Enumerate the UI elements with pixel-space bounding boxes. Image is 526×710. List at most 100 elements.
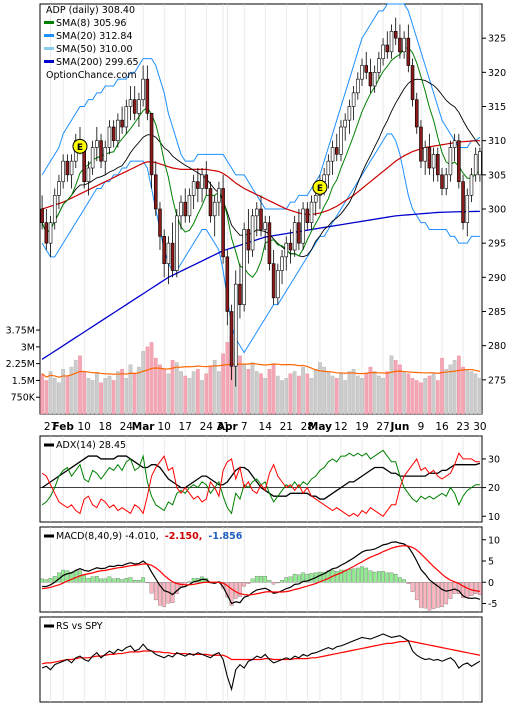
volume-bar xyxy=(347,371,352,415)
candle-body xyxy=(309,201,314,223)
macd-histogram-bar xyxy=(389,572,394,583)
candle-body xyxy=(427,147,432,169)
volume-tick-label: 3.75M xyxy=(6,326,35,337)
volume-bar xyxy=(183,375,188,415)
macd-histogram-bar xyxy=(141,577,145,583)
candle-body xyxy=(431,154,436,169)
candle-body xyxy=(128,99,133,107)
plus_di-line xyxy=(41,449,480,515)
x-axis-label: 9 xyxy=(418,421,425,433)
candle-body xyxy=(95,140,99,148)
volume-bar xyxy=(284,378,289,415)
candle-body xyxy=(402,37,406,53)
candle-body xyxy=(305,208,310,223)
macd-histogram-bar xyxy=(128,577,133,583)
volume-bar xyxy=(288,373,293,415)
volume-bar xyxy=(61,369,65,415)
adx-tick-label: 20 xyxy=(488,483,500,494)
x-axis-label: 19 xyxy=(355,421,368,433)
volume-bar xyxy=(44,380,49,415)
macd-legend-part: MACD(8,40,9) -4.010, xyxy=(56,531,159,542)
volume-bar xyxy=(259,373,263,415)
candle-body xyxy=(196,181,200,189)
volume-bar xyxy=(427,375,432,415)
macd-histogram-bar xyxy=(94,575,99,583)
volume-bar xyxy=(69,366,74,415)
volume-bar xyxy=(448,364,453,415)
candle-body xyxy=(52,195,57,223)
macd-histogram-bar xyxy=(377,571,381,583)
earnings-marker xyxy=(72,138,88,154)
volume-bar xyxy=(377,375,381,415)
candle-body xyxy=(103,147,108,162)
candle-body xyxy=(149,113,154,176)
volume-bar xyxy=(305,373,310,415)
volume-bar xyxy=(313,369,318,415)
candle-body xyxy=(162,236,166,264)
volume-bar xyxy=(431,373,436,415)
volume-bar xyxy=(301,366,305,415)
macd_line-line xyxy=(42,541,481,605)
volume-bar xyxy=(318,362,322,415)
candle-body xyxy=(263,222,267,230)
volume-bar xyxy=(166,373,171,415)
volume-bar xyxy=(111,380,116,415)
volume-bar xyxy=(90,380,95,415)
macd-histogram-bar xyxy=(132,580,137,583)
candle-body xyxy=(221,188,225,258)
candle-body xyxy=(452,140,457,148)
volume-bar xyxy=(414,380,419,415)
candle-body xyxy=(313,195,318,203)
price-tick-label: 305 xyxy=(488,170,506,181)
x-axis-label: 27 xyxy=(376,421,389,433)
rs-legend: RS vs SPY xyxy=(56,621,103,632)
macd-legend: MACD(8,40,9) -4.010, -2.150, -1.856 xyxy=(56,531,243,542)
candle-body xyxy=(86,167,91,182)
volume-tick-label: 3M xyxy=(21,342,35,353)
candle-body xyxy=(170,242,175,271)
candle-body xyxy=(204,174,209,189)
rs_ma-line xyxy=(41,640,481,665)
macd-panel-frame xyxy=(39,526,483,613)
x-axis-label: Feb xyxy=(52,421,74,433)
candle-body xyxy=(259,208,263,230)
volume-bar xyxy=(457,355,461,415)
price-tick-label: 320 xyxy=(488,68,506,79)
candle-body xyxy=(326,160,331,176)
price-tick-label: 290 xyxy=(488,273,506,284)
volume-bar xyxy=(351,369,356,415)
candle-body xyxy=(111,126,116,141)
volume-bar xyxy=(423,378,428,415)
volume-bar xyxy=(339,373,343,415)
macd-histogram-bar xyxy=(368,570,373,583)
x-axis-label: Mar xyxy=(132,421,156,433)
macd-histogram-bar xyxy=(393,573,398,583)
macd-legend-part: -2.150, xyxy=(165,531,203,542)
macd-histogram-bar xyxy=(254,575,259,583)
macd-tick-label: 10 xyxy=(488,535,500,546)
volume-bar xyxy=(330,375,335,415)
volume-bar xyxy=(174,362,179,415)
macd-histogram-bar xyxy=(473,582,478,594)
candle-body xyxy=(448,147,453,176)
price-tick-label: 315 xyxy=(488,102,506,113)
volume-bar xyxy=(250,362,255,415)
candle-body xyxy=(440,174,444,189)
volume-bar xyxy=(461,366,465,415)
macd-histogram-bar xyxy=(149,582,154,594)
volume-bar xyxy=(107,375,112,415)
x-axis-label: 24 xyxy=(120,421,134,433)
candle-body xyxy=(423,147,427,162)
macd-histogram-bar xyxy=(280,580,284,583)
macd-histogram-bar xyxy=(292,573,297,583)
candle-body xyxy=(410,65,415,100)
volume-tick-label: 2.25M xyxy=(6,359,35,370)
candle-body xyxy=(99,140,103,162)
macd-histogram-bar xyxy=(137,580,141,583)
volume-bar xyxy=(153,357,158,415)
candle-body xyxy=(347,106,352,121)
macd-histogram-bar xyxy=(360,566,364,583)
candle-body xyxy=(339,126,343,155)
macd-histogram-bar xyxy=(90,576,95,583)
